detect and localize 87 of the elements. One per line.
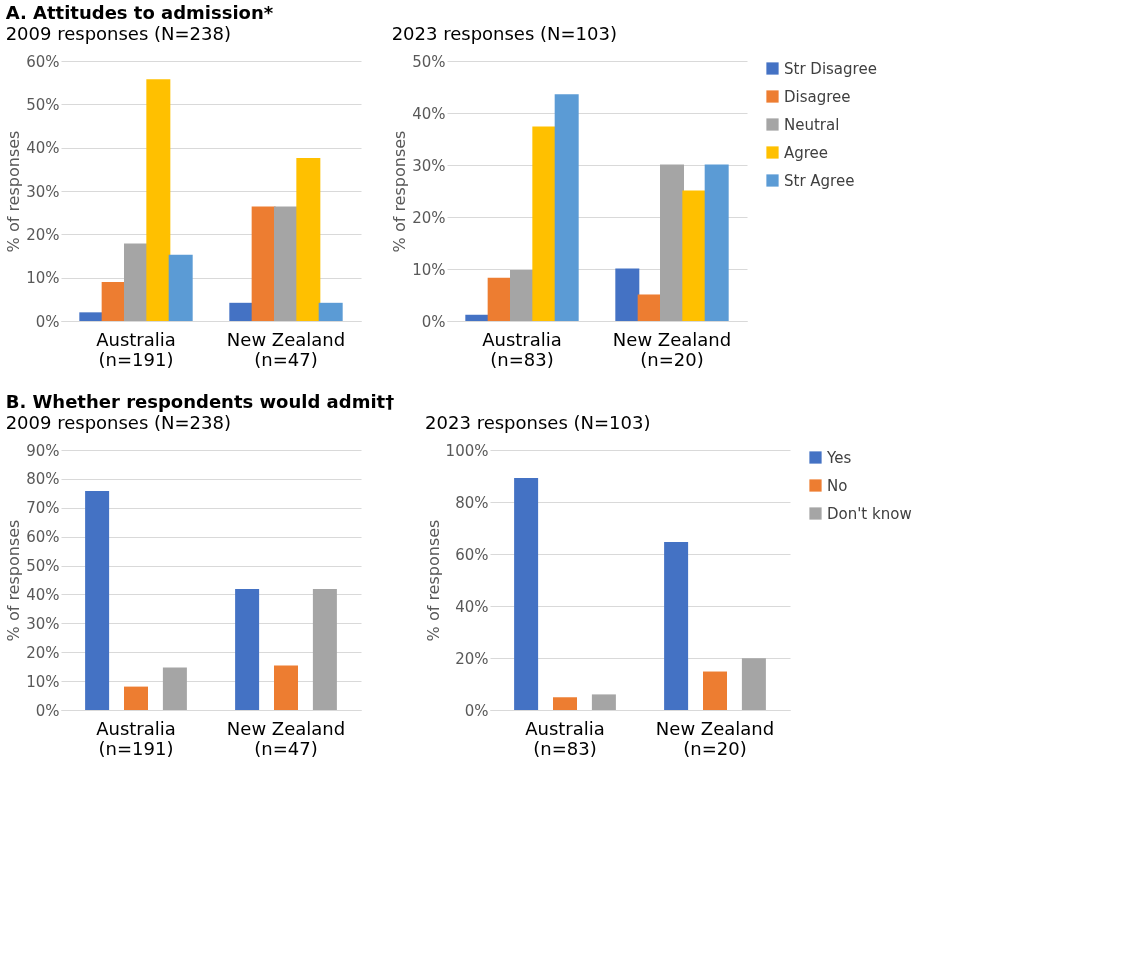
bar	[229, 302, 254, 321]
bar	[664, 542, 689, 710]
y-axis-title: % of responses	[4, 130, 24, 253]
x-tick-label: Australia (n=83)	[525, 717, 605, 759]
y-tick-label: 20%	[26, 225, 60, 244]
bar	[235, 588, 260, 710]
y-tick-label: 0%	[464, 701, 489, 720]
bar	[251, 206, 276, 321]
bar	[703, 671, 727, 710]
bar	[514, 478, 539, 710]
y-tick-label: 20%	[455, 649, 489, 668]
chart-title: B. Whether respondents would admit†	[5, 391, 395, 412]
y-tick-label: 70%	[26, 499, 60, 518]
bar	[660, 164, 684, 321]
y-tick-label: 0%	[421, 312, 446, 331]
bar	[168, 254, 193, 321]
y-axis-title: % of responses	[390, 130, 410, 253]
bar	[553, 697, 577, 710]
y-tick-label: 50%	[26, 95, 60, 114]
x-tick-label: New Zealand (n=20)	[655, 717, 775, 759]
bar	[85, 491, 110, 710]
legend-label: Disagree	[784, 87, 851, 106]
bar	[465, 314, 490, 321]
bar	[146, 79, 171, 321]
bar	[487, 277, 512, 321]
bar	[591, 694, 616, 710]
y-tick-label: 60%	[26, 528, 60, 547]
y-tick-label: 60%	[455, 545, 489, 564]
bar	[296, 158, 321, 321]
y-tick-label: 20%	[26, 643, 60, 662]
y-tick-label: 30%	[26, 182, 60, 201]
bar	[532, 126, 557, 321]
x-tick-label: Australia (n=191)	[96, 717, 176, 759]
chart-subtitle: 2023 responses (N=103)	[425, 412, 651, 433]
legend-label: Str Agree	[784, 171, 855, 190]
legend-label: Agree	[784, 143, 829, 162]
y-tick-label: 50%	[412, 52, 446, 71]
bar	[704, 164, 729, 321]
chart-subtitle: 2009 responses (N=238)	[5, 412, 231, 433]
x-tick-label: Australia (n=191)	[96, 328, 176, 370]
y-tick-label: 60%	[26, 52, 60, 71]
x-tick-label: New Zealand (n=47)	[226, 717, 346, 759]
y-tick-label: 0%	[35, 701, 60, 720]
bar	[312, 588, 337, 710]
bar	[741, 658, 766, 710]
y-axis-title: % of responses	[423, 519, 443, 642]
bar	[615, 268, 640, 321]
y-tick-label: 0%	[35, 312, 60, 331]
bar	[274, 206, 298, 321]
y-tick-label: 10%	[26, 269, 60, 288]
chart-subtitle: 2009 responses (N=238)	[5, 23, 231, 44]
y-tick-label: 10%	[26, 672, 60, 691]
chart-title: A. Attitudes to admission*	[5, 2, 274, 23]
legend-label: No	[827, 476, 848, 495]
y-tick-label: 80%	[26, 470, 60, 489]
y-tick-label: 40%	[455, 597, 489, 616]
chart-subtitle: 2023 responses (N=103)	[391, 23, 617, 44]
y-tick-label: 30%	[26, 614, 60, 633]
y-tick-label: 30%	[412, 156, 446, 175]
x-tick-label: New Zealand (n=20)	[612, 328, 732, 370]
y-tick-label: 50%	[26, 557, 60, 576]
bar	[101, 282, 126, 321]
legend-label: Yes	[826, 448, 852, 467]
bar	[318, 302, 343, 321]
bar	[124, 243, 148, 321]
y-tick-label: 90%	[26, 441, 60, 460]
bar	[274, 665, 298, 710]
y-tick-label: 80%	[455, 493, 489, 512]
bar	[637, 294, 662, 321]
legend-label: Neutral	[784, 115, 840, 134]
bar	[124, 686, 148, 710]
legend-label: Don't know	[827, 504, 912, 523]
bar	[79, 312, 104, 321]
y-tick-label: 40%	[26, 139, 60, 158]
legend-label: Str Disagree	[784, 59, 877, 78]
y-tick-label: 40%	[26, 585, 60, 604]
y-axis-title: % of responses	[4, 519, 24, 642]
y-tick-label: 10%	[412, 260, 446, 279]
bar	[162, 667, 187, 710]
bar	[682, 190, 707, 321]
x-tick-label: Australia (n=83)	[482, 328, 562, 370]
bar	[510, 270, 534, 321]
y-tick-label: 100%	[445, 441, 489, 460]
y-tick-label: 40%	[412, 104, 446, 123]
y-tick-label: 20%	[412, 208, 446, 227]
x-tick-label: New Zealand (n=47)	[226, 328, 346, 370]
bar	[554, 94, 579, 321]
